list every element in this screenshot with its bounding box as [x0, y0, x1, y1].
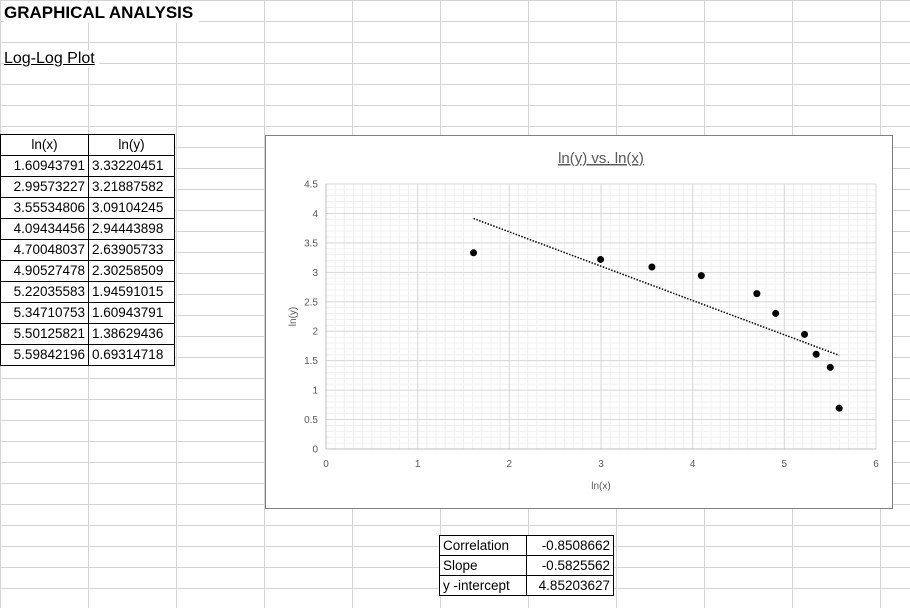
table-row: 5.50125821 1.38629436	[0, 323, 175, 345]
y-tick-label: 0	[312, 445, 318, 456]
cell-ln-y[interactable]: 3.09104245	[88, 197, 175, 219]
stats-row-intercept: y -intercept 4.85203627	[439, 575, 614, 596]
data-point	[470, 249, 478, 257]
cell-ln-y[interactable]: 2.63905733	[88, 239, 175, 261]
y-tick-label: 1	[312, 386, 318, 397]
trendline	[473, 217, 840, 357]
data-table: ln(x) ln(y) 1.60943791 3.33220451 2.99573…	[0, 134, 175, 366]
x-tick-label: 5	[782, 459, 788, 470]
table-row: 5.34710753 1.60943791	[0, 302, 175, 324]
y-tick-label: 0.5	[304, 415, 318, 426]
y-tick-label: 4	[312, 209, 318, 220]
sheet-title: GRAPHICAL ANALYSIS	[4, 3, 200, 23]
stats-row-correlation: Correlation -0.8508662	[439, 535, 614, 556]
header-ln-x[interactable]: ln(x)	[0, 134, 89, 156]
cell-ln-x[interactable]: 1.60943791	[0, 155, 89, 177]
scatter-chart[interactable]: 0 1 2 3 4 5 6 0 0.5 1 1.5 2 2.5 3 3.5 4 4.5 ln(y) vs. ln(…	[265, 135, 893, 509]
x-tick-label: 2	[507, 459, 513, 470]
cell-ln-x[interactable]: 4.09434456	[0, 218, 89, 240]
cell-ln-y[interactable]: 2.94443898	[88, 218, 175, 240]
cell-ln-y[interactable]: 0.69314718	[88, 344, 175, 366]
header-ln-y-text: ln(y)	[118, 137, 145, 152]
regression-stats-table: Correlation -0.8508662 Slope -0.5825562 …	[439, 535, 614, 596]
table-row: 5.22035583 1.94591015	[0, 281, 175, 303]
data-point	[597, 255, 605, 263]
data-point	[801, 330, 809, 338]
stat-value-slope[interactable]: -0.5825562	[526, 555, 614, 576]
stat-label-intercept[interactable]: y -intercept	[439, 575, 527, 596]
x-tick-label: 4	[690, 459, 696, 470]
cell-ln-x[interactable]: 5.34710753	[0, 302, 89, 324]
data-point	[772, 309, 780, 317]
cell-ln-y[interactable]: 2.30258509	[88, 260, 175, 282]
x-axis-title: ln(x)	[591, 481, 610, 492]
cell-ln-x[interactable]: 3.55534806	[0, 197, 89, 219]
stat-label-slope[interactable]: Slope	[439, 555, 527, 576]
x-tick-label: 0	[323, 459, 329, 470]
cell-ln-x[interactable]: 4.90527478	[0, 260, 89, 282]
x-tick-label: 3	[598, 459, 604, 470]
x-tick-label: 1	[415, 459, 421, 470]
y-axis-title: ln(y)	[288, 307, 299, 326]
stat-value-correlation[interactable]: -0.8508662	[526, 535, 614, 556]
data-point	[835, 404, 843, 412]
table-row: 3.55534806 3.09104245	[0, 197, 175, 219]
cell-ln-x[interactable]: 5.50125821	[0, 323, 89, 345]
chart-title: ln(y) vs. ln(x)	[558, 150, 644, 167]
data-point	[697, 272, 705, 280]
table-row: 4.90527478 2.30258509	[0, 260, 175, 282]
data-point	[826, 363, 834, 371]
sheet-subtitle: Log-Log Plot	[4, 50, 99, 68]
cell-ln-y[interactable]: 3.21887582	[88, 176, 175, 198]
cell-ln-x[interactable]: 5.22035583	[0, 281, 89, 303]
stat-value-intercept[interactable]: 4.85203627	[526, 575, 614, 596]
header-ln-x-text: ln(x)	[31, 137, 58, 152]
data-point	[648, 263, 656, 271]
cell-ln-x[interactable]: 4.70048037	[0, 239, 89, 261]
table-row: 4.09434456 2.94443898	[0, 218, 175, 240]
chart-canvas: 0 1 2 3 4 5 6 0 0.5 1 1.5 2 2.5 3 3.5 4 4.5 ln(y) vs. ln(…	[288, 150, 879, 492]
table-header-row: ln(x) ln(y)	[0, 134, 175, 156]
y-tick-label: 1.5	[304, 356, 318, 367]
x-tick-label: 6	[873, 459, 879, 470]
y-tick-label: 2	[312, 327, 318, 338]
cell-ln-y[interactable]: 1.38629436	[88, 323, 175, 345]
table-row: 1.60943791 3.33220451	[0, 155, 175, 177]
cell-ln-y[interactable]: 1.60943791	[88, 302, 175, 324]
y-tick-label: 2.5	[304, 297, 318, 308]
cell-ln-x[interactable]: 2.99573227	[0, 176, 89, 198]
table-row: 2.99573227 3.21887582	[0, 176, 175, 198]
cell-ln-y[interactable]: 1.94591015	[88, 281, 175, 303]
cell-ln-x[interactable]: 5.59842196	[0, 344, 89, 366]
data-point	[753, 290, 761, 298]
header-ln-y[interactable]: ln(y)	[88, 134, 175, 156]
y-tick-label: 4.5	[304, 180, 318, 191]
cell-ln-y[interactable]: 3.33220451	[88, 155, 175, 177]
data-point	[812, 350, 820, 358]
stats-row-slope: Slope -0.5825562	[439, 555, 614, 576]
stat-label-correlation[interactable]: Correlation	[439, 535, 527, 556]
y-tick-label: 3.5	[304, 238, 318, 249]
y-tick-label: 3	[312, 268, 318, 279]
table-row: 4.70048037 2.63905733	[0, 239, 175, 261]
table-row: 5.59842196 0.69314718	[0, 344, 175, 366]
